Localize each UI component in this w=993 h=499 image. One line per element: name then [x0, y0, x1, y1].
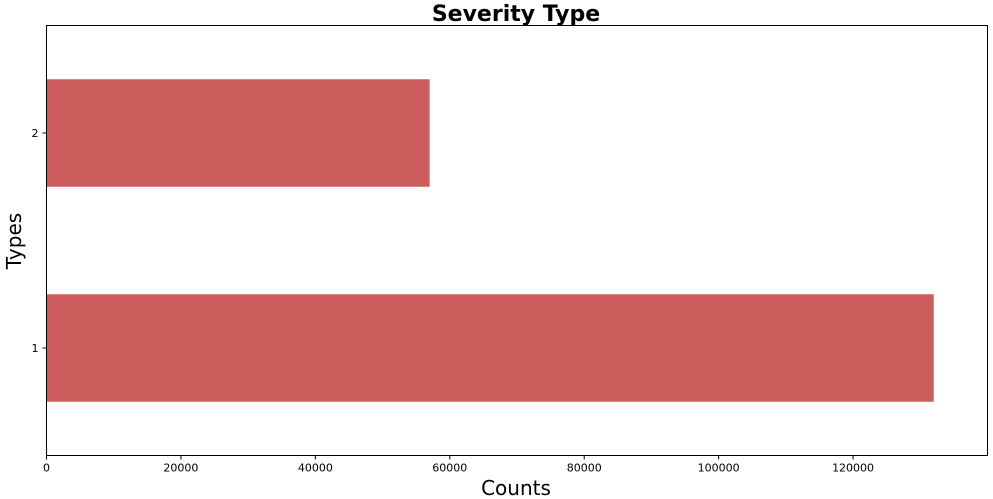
y-tick-label: 2: [32, 127, 39, 140]
x-tick-label: 80000: [567, 462, 602, 475]
x-tick-label: 40000: [298, 462, 333, 475]
x-tick-label: 100000: [698, 462, 740, 475]
chart-title: Severity Type: [432, 2, 600, 27]
x-tick-label: 0: [43, 462, 50, 475]
x-tick-label: 120000: [832, 462, 874, 475]
x-axis-ticks: 0 20000 40000 60000 80000 100000 120000: [43, 455, 874, 475]
x-tick-label: 60000: [432, 462, 467, 475]
bar-type-1: [46, 294, 934, 402]
x-tick-label: 20000: [163, 462, 198, 475]
y-axis-ticks: 12: [32, 127, 47, 355]
x-axis-label: Counts: [481, 476, 551, 499]
plot-frame: [46, 25, 988, 456]
y-axis-label: Types: [2, 213, 26, 270]
y-tick-label: 1: [32, 342, 39, 355]
bars-group: [46, 79, 934, 402]
bar-type-2: [46, 79, 430, 187]
